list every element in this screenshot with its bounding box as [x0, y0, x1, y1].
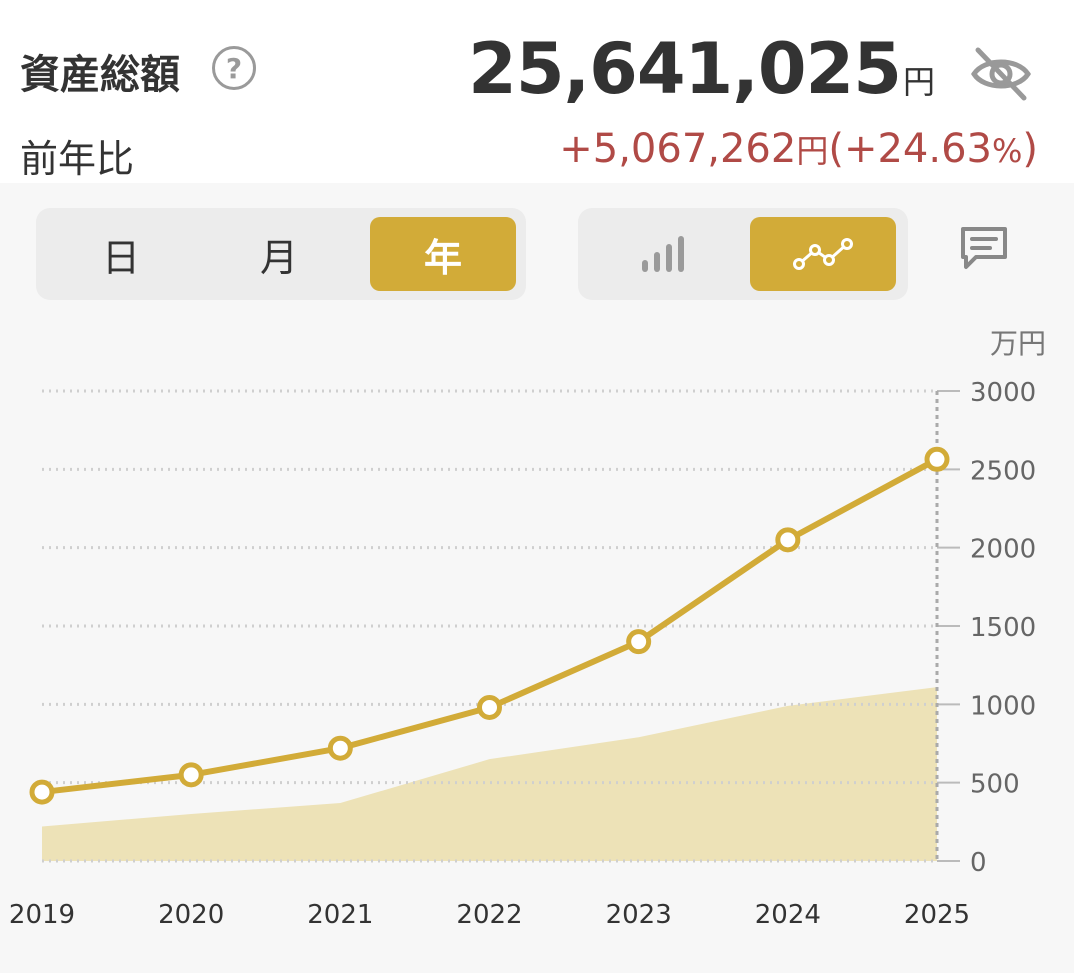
bar-chart-button[interactable] [588, 217, 738, 291]
page-title: 資産総額 [20, 52, 180, 98]
tab-year[interactable]: 年 [370, 217, 516, 291]
y-axis-unit-label: 万円 [990, 327, 1047, 360]
yoy-change: +5,067,262円(+24.63%) [559, 126, 1038, 172]
comment-icon[interactable] [958, 224, 1010, 272]
y-tick-label: 500 [970, 770, 1020, 800]
x-tick-label: 2025 [904, 900, 970, 930]
data-point [178, 762, 204, 788]
data-point [327, 735, 353, 761]
tab-day[interactable]: 日 [101, 235, 140, 280]
y-tick-label: 1000 [970, 691, 1036, 721]
x-tick-label: 2024 [755, 900, 821, 930]
x-tick-label: 2020 [158, 900, 224, 930]
y-tick-label: 0 [970, 848, 987, 878]
x-tick-label: 2021 [307, 900, 373, 930]
x-tick-label: 2023 [606, 900, 672, 930]
tab-month[interactable]: 月 [259, 235, 298, 280]
help-icon[interactable]: ? [212, 46, 256, 90]
total-assets-value: 25,641,025円 [468, 28, 935, 110]
y-tick-label: 1500 [970, 613, 1036, 643]
data-point [626, 629, 652, 655]
asset-line-chart: 0 500 1000 1500 2000 2500 3000 2019 2020 2021 2022… [9, 378, 1036, 930]
x-tick-label: 2022 [456, 900, 522, 930]
y-tick-label: 2500 [970, 456, 1036, 486]
eye-slash-icon[interactable] [968, 44, 1034, 104]
data-point [29, 779, 55, 805]
line-chart-button[interactable] [750, 217, 896, 291]
y-tick-label: 3000 [970, 378, 1036, 408]
bar-chart-icon [642, 236, 684, 272]
summary-header: 資産総額 ? 25,641,025円 前年比 +5,067,262円(+24.6… [0, 0, 1074, 183]
chart-type-selector [578, 208, 908, 300]
yoy-label: 前年比 [20, 137, 135, 181]
total-unit: 円 [902, 63, 935, 101]
data-point [775, 527, 801, 553]
data-point [477, 694, 502, 720]
data-point [924, 446, 950, 472]
x-tick-label: 2019 [9, 900, 75, 930]
y-tick-label: 2000 [970, 535, 1036, 565]
invested-area [42, 687, 937, 861]
period-selector: 日 月 年 [36, 208, 526, 300]
line-chart-icon [793, 238, 853, 270]
